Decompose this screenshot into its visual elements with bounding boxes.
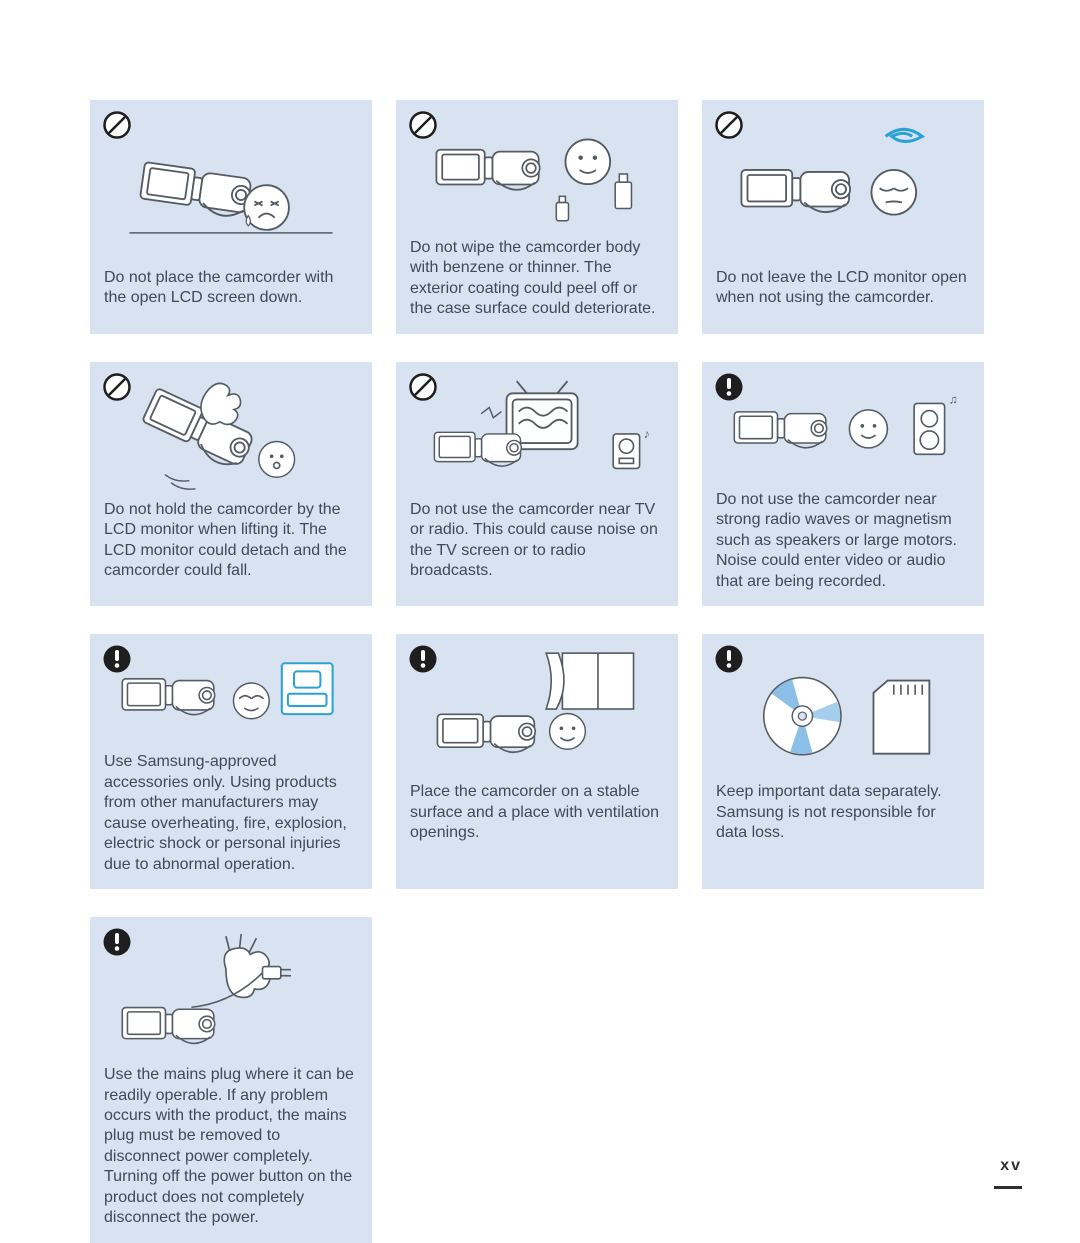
illustration: [104, 646, 358, 746]
page-number-underline: [994, 1186, 1022, 1189]
panel-keep-data-separate: Keep important data separately. Samsung …: [702, 634, 984, 889]
panel-no-hold-by-lcd: Do not hold the camcorder by the LCD mon…: [90, 362, 372, 606]
illustration: [104, 112, 358, 262]
illustration: [104, 374, 358, 494]
illustration: [410, 646, 664, 776]
caption: Do not hold the camcorder by the LCD mon…: [104, 500, 358, 582]
panel-no-benzene: Do not wipe the camcorder body with benz…: [396, 100, 678, 334]
illustration: ♪: [410, 374, 664, 494]
panel-no-strong-radio: ♫ Do not use the camcorder near strong r…: [702, 362, 984, 606]
caption: Do not use the camcorder near strong rad…: [716, 490, 970, 592]
caption: Use the mains plug where it can be readi…: [104, 1065, 358, 1229]
page-number: xv: [1000, 1157, 1022, 1175]
panel-no-near-tv-radio: ♪ Do not use the camcorder near TV or ra…: [396, 362, 678, 606]
caption: Do not use the camcorder near TV or radi…: [410, 500, 664, 582]
panel-lcd-face-down: Do not place the camcorder with the open…: [90, 100, 372, 334]
illustration: [104, 929, 358, 1059]
caption: Use Samsung-approved accessories only. U…: [104, 752, 358, 875]
panel-close-lcd: Do not leave the LCD monitor open when n…: [702, 100, 984, 334]
illustration: [410, 112, 664, 232]
caption: Place the camcorder on a stable surface …: [410, 782, 664, 843]
caption: Do not place the camcorder with the open…: [104, 268, 358, 309]
illustration: ♫: [716, 374, 970, 484]
manual-page: Do not place the camcorder with the open…: [0, 0, 1080, 1235]
panel-stable-surface: Place the camcorder on a stable surface …: [396, 634, 678, 889]
panel-mains-plug: Use the mains plug where it can be readi…: [90, 917, 372, 1243]
svg-text:♪: ♪: [644, 427, 650, 441]
illustration: [716, 112, 970, 262]
svg-text:♫: ♫: [949, 392, 958, 406]
caption: Do not leave the LCD monitor open when n…: [716, 268, 970, 309]
illustration: [716, 646, 970, 776]
caption: Keep important data separately. Samsung …: [716, 782, 970, 843]
panel-approved-accessories: Use Samsung-approved accessories only. U…: [90, 634, 372, 889]
caption: Do not wipe the camcorder body with benz…: [410, 238, 664, 320]
warning-grid: Do not place the camcorder with the open…: [90, 100, 1020, 1243]
